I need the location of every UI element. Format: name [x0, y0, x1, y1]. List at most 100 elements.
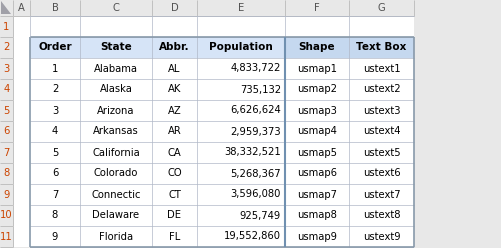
- Text: ustext8: ustext8: [362, 211, 399, 220]
- Text: Order: Order: [38, 42, 72, 53]
- Text: 4: 4: [52, 126, 58, 136]
- Text: CT: CT: [168, 189, 180, 199]
- Text: usmap9: usmap9: [297, 231, 336, 242]
- Text: AL: AL: [168, 63, 180, 73]
- Polygon shape: [1, 1, 11, 14]
- Text: AK: AK: [167, 85, 181, 94]
- Bar: [0, 100, 13, 121]
- Bar: [0, 0, 13, 16]
- Text: CA: CA: [167, 148, 181, 157]
- Bar: [348, 0, 413, 16]
- Text: ustext7: ustext7: [362, 189, 399, 199]
- Text: 3: 3: [4, 63, 10, 73]
- Text: 9: 9: [4, 189, 10, 199]
- Text: C: C: [112, 3, 119, 13]
- Bar: [0, 205, 13, 226]
- Bar: [30, 0, 80, 16]
- Bar: [80, 0, 152, 16]
- Bar: [30, 37, 285, 58]
- Text: 38,332,521: 38,332,521: [224, 148, 281, 157]
- Text: usmap8: usmap8: [297, 211, 336, 220]
- Text: 1: 1: [52, 63, 58, 73]
- Text: AZ: AZ: [167, 105, 181, 116]
- Bar: [0, 37, 13, 58]
- Text: Florida: Florida: [99, 231, 133, 242]
- Text: usmap4: usmap4: [297, 126, 336, 136]
- Bar: [196, 0, 285, 16]
- Text: 6: 6: [4, 126, 10, 136]
- Bar: [0, 16, 13, 37]
- Text: 19,552,860: 19,552,860: [223, 231, 281, 242]
- Text: ustext9: ustext9: [362, 231, 399, 242]
- Text: ustext2: ustext2: [362, 85, 399, 94]
- Text: usmap3: usmap3: [297, 105, 336, 116]
- Text: 8: 8: [52, 211, 58, 220]
- Text: State: State: [100, 42, 132, 53]
- Text: 2: 2: [4, 42, 10, 53]
- Bar: [152, 0, 196, 16]
- Bar: [13, 16, 413, 247]
- Text: B: B: [52, 3, 58, 13]
- Bar: [0, 142, 13, 163]
- Text: ustext6: ustext6: [362, 168, 399, 179]
- Text: 5: 5: [52, 148, 58, 157]
- Text: 6: 6: [52, 168, 58, 179]
- Text: Colorado: Colorado: [94, 168, 138, 179]
- Text: Shape: Shape: [298, 42, 335, 53]
- Text: California: California: [92, 148, 140, 157]
- Text: D: D: [170, 3, 178, 13]
- Text: FL: FL: [168, 231, 180, 242]
- Text: F: F: [314, 3, 319, 13]
- Text: usmap6: usmap6: [297, 168, 336, 179]
- Bar: [0, 163, 13, 184]
- Text: 3: 3: [52, 105, 58, 116]
- Text: 5,268,367: 5,268,367: [230, 168, 281, 179]
- Text: 2: 2: [52, 85, 58, 94]
- Text: 10: 10: [0, 211, 13, 220]
- Text: 8: 8: [4, 168, 10, 179]
- Text: E: E: [237, 3, 243, 13]
- Bar: [0, 79, 13, 100]
- Text: ustext4: ustext4: [362, 126, 399, 136]
- Bar: [13, 0, 30, 16]
- Bar: [0, 121, 13, 142]
- Text: usmap1: usmap1: [297, 63, 336, 73]
- Text: 11: 11: [0, 231, 13, 242]
- Text: usmap7: usmap7: [297, 189, 336, 199]
- Text: ustext5: ustext5: [362, 148, 399, 157]
- Text: Connectic: Connectic: [91, 189, 140, 199]
- Text: 7: 7: [4, 148, 10, 157]
- Text: Delaware: Delaware: [92, 211, 139, 220]
- Text: Arizona: Arizona: [97, 105, 134, 116]
- Bar: [0, 184, 13, 205]
- Text: Alaska: Alaska: [99, 85, 132, 94]
- Text: 3,596,080: 3,596,080: [230, 189, 281, 199]
- Bar: [285, 37, 413, 58]
- Text: 6,626,624: 6,626,624: [230, 105, 281, 116]
- Text: 9: 9: [52, 231, 58, 242]
- Text: 735,132: 735,132: [239, 85, 281, 94]
- Text: Abbr.: Abbr.: [159, 42, 189, 53]
- Text: AR: AR: [167, 126, 181, 136]
- Text: Arkansas: Arkansas: [93, 126, 139, 136]
- Text: 925,749: 925,749: [239, 211, 281, 220]
- Text: 4: 4: [4, 85, 10, 94]
- Bar: [285, 0, 348, 16]
- Text: ustext1: ustext1: [362, 63, 399, 73]
- Text: CO: CO: [167, 168, 181, 179]
- Text: A: A: [18, 3, 25, 13]
- Text: Alabama: Alabama: [94, 63, 138, 73]
- Text: 1: 1: [4, 22, 10, 31]
- Text: 4,833,722: 4,833,722: [230, 63, 281, 73]
- Text: G: G: [377, 3, 385, 13]
- Text: Text Box: Text Box: [356, 42, 406, 53]
- Text: usmap2: usmap2: [297, 85, 336, 94]
- Text: 5: 5: [4, 105, 10, 116]
- Text: usmap5: usmap5: [297, 148, 336, 157]
- Text: ustext3: ustext3: [362, 105, 399, 116]
- Text: DE: DE: [167, 211, 181, 220]
- Text: 2,959,373: 2,959,373: [230, 126, 281, 136]
- Bar: [0, 58, 13, 79]
- Text: 7: 7: [52, 189, 58, 199]
- Bar: [0, 226, 13, 247]
